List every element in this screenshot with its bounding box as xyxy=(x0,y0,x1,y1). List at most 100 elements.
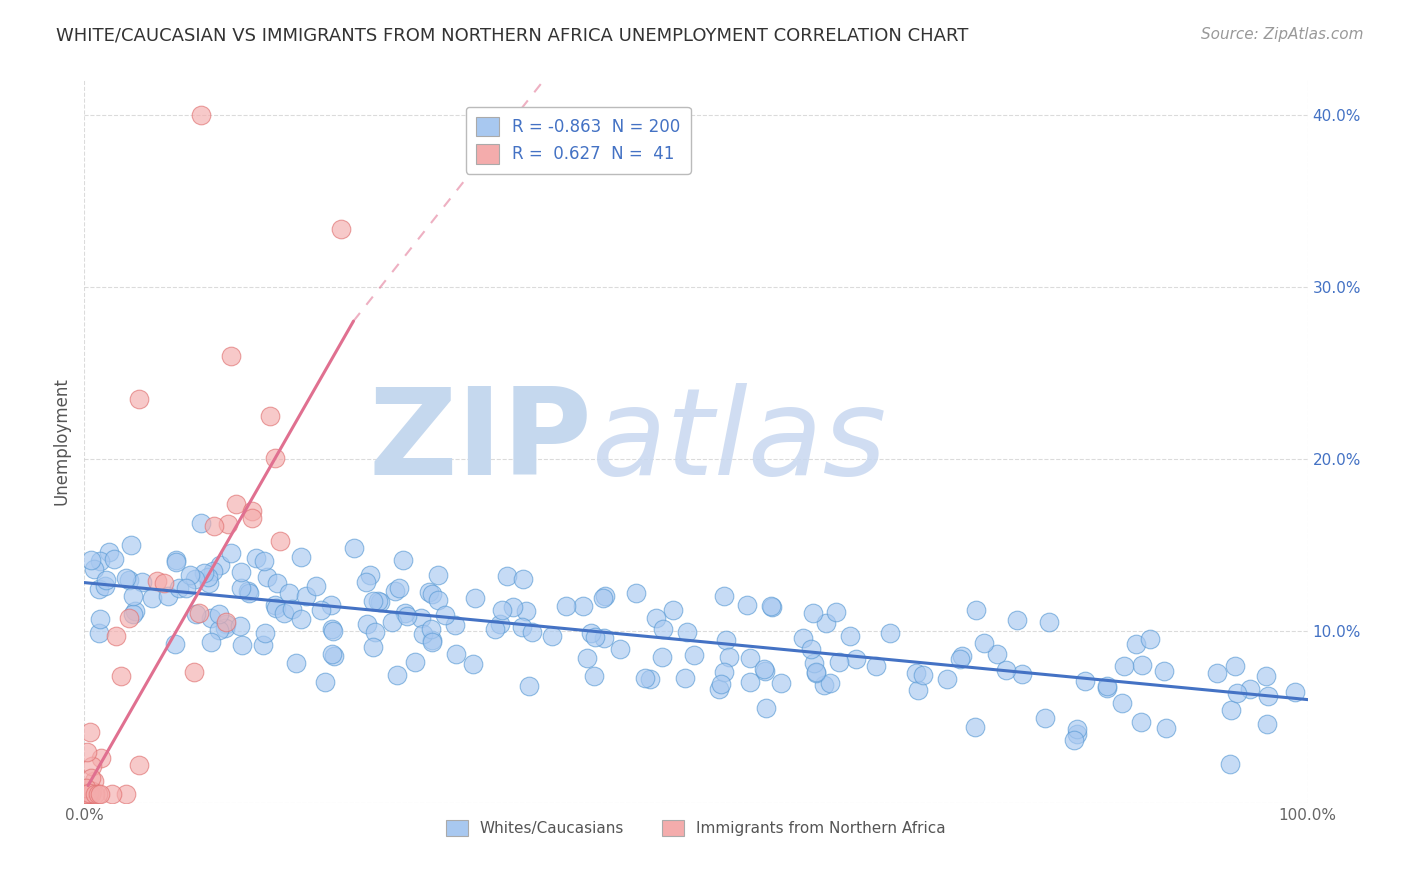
Point xyxy=(197,576,219,591)
Point xyxy=(710,677,733,691)
Point xyxy=(314,674,336,689)
Point xyxy=(183,665,205,679)
Point xyxy=(422,587,444,601)
Point xyxy=(82,784,104,798)
Point xyxy=(815,615,838,630)
Point xyxy=(295,590,318,604)
Text: atlas: atlas xyxy=(592,383,887,500)
Point xyxy=(103,552,125,566)
Point xyxy=(520,625,543,640)
Point xyxy=(411,611,433,625)
Point xyxy=(904,666,927,681)
Point xyxy=(384,583,406,598)
Point xyxy=(420,622,443,636)
Point xyxy=(512,572,534,586)
Point xyxy=(541,629,564,643)
Point xyxy=(576,651,599,665)
Point xyxy=(1111,696,1133,710)
Text: Source: ZipAtlas.com: Source: ZipAtlas.com xyxy=(1201,27,1364,42)
Point xyxy=(165,552,187,566)
Point xyxy=(713,665,735,680)
Point xyxy=(761,600,783,615)
Point xyxy=(128,392,150,406)
Point xyxy=(427,592,450,607)
Point xyxy=(651,650,673,665)
Point xyxy=(321,599,343,613)
Point xyxy=(935,673,957,687)
Point xyxy=(418,585,440,599)
Point xyxy=(94,579,117,593)
Point xyxy=(759,599,782,613)
Point xyxy=(190,108,212,122)
Point xyxy=(240,504,263,518)
Point xyxy=(128,757,150,772)
Point xyxy=(263,450,285,465)
Point xyxy=(1066,726,1088,740)
Text: WHITE/CAUCASIAN VS IMMIGRANTS FROM NORTHERN AFRICA UNEMPLOYMENT CORRELATION CHAR: WHITE/CAUCASIAN VS IMMIGRANTS FROM NORTH… xyxy=(56,27,969,45)
Point xyxy=(368,594,391,608)
Point xyxy=(219,349,242,363)
Point xyxy=(1097,681,1119,695)
Point xyxy=(949,652,972,666)
Point xyxy=(986,647,1008,661)
Point xyxy=(463,657,485,671)
Point xyxy=(330,222,353,236)
Point xyxy=(1254,669,1277,683)
Point xyxy=(361,640,384,654)
Point xyxy=(489,616,512,631)
Point xyxy=(754,664,776,678)
Point xyxy=(167,581,190,595)
Point xyxy=(496,569,519,583)
Point xyxy=(818,676,841,690)
Point xyxy=(364,624,387,639)
Point xyxy=(186,607,208,621)
Point xyxy=(122,607,145,622)
Point xyxy=(443,618,465,632)
Point xyxy=(118,573,141,587)
Point xyxy=(208,623,231,637)
Point xyxy=(427,568,450,582)
Point xyxy=(1063,733,1085,747)
Point xyxy=(163,637,186,651)
Point xyxy=(322,648,344,663)
Point xyxy=(281,601,304,615)
Point xyxy=(865,659,887,673)
Point xyxy=(342,541,364,555)
Point xyxy=(845,652,868,666)
Point xyxy=(1038,615,1060,629)
Point xyxy=(359,567,381,582)
Point xyxy=(388,581,411,595)
Point xyxy=(77,787,100,801)
Point xyxy=(266,576,288,591)
Point xyxy=(104,629,127,643)
Point xyxy=(593,631,616,645)
Point xyxy=(75,787,97,801)
Point xyxy=(754,662,776,676)
Point xyxy=(202,519,225,533)
Point xyxy=(252,639,274,653)
Point xyxy=(208,607,231,622)
Point xyxy=(484,623,506,637)
Point xyxy=(1114,659,1136,673)
Point xyxy=(131,574,153,589)
Point xyxy=(174,581,197,595)
Point xyxy=(392,553,415,567)
Point xyxy=(963,720,986,734)
Point xyxy=(217,516,239,531)
Point xyxy=(510,620,533,634)
Point xyxy=(96,573,118,587)
Point xyxy=(806,665,828,679)
Point xyxy=(238,585,260,599)
Point xyxy=(321,622,343,636)
Point xyxy=(1206,666,1229,681)
Point xyxy=(682,648,704,662)
Point xyxy=(825,605,848,619)
Point xyxy=(79,725,101,739)
Point xyxy=(219,545,242,559)
Point xyxy=(256,570,278,584)
Point xyxy=(79,553,101,567)
Point xyxy=(381,615,404,629)
Point xyxy=(673,671,696,685)
Point xyxy=(215,616,238,631)
Point xyxy=(662,603,685,617)
